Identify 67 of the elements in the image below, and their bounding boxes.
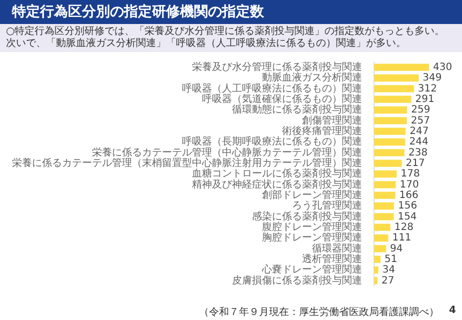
data-label: 111: [392, 232, 412, 244]
bar: [374, 224, 390, 231]
bar: [374, 85, 414, 92]
y-tick-label: 栄養に係るカテーテル管理（末梢留置型中心静脈注射用カテーテル管理）関連: [12, 156, 362, 169]
y-tick-label: 呼吸器（長期呼吸療法に係るもの）関連: [182, 136, 362, 148]
bar: [374, 138, 406, 146]
bar: [374, 96, 412, 103]
data-label: 154: [398, 211, 417, 222]
data-label: 166: [399, 190, 418, 201]
text: 特定行為区分別の指定研修機関の指定数: [0, 0, 462, 24]
data-label: 217: [406, 158, 425, 169]
bar: [374, 170, 397, 178]
y-tick-label: 術後疼痛管理関連: [282, 124, 362, 137]
bar: [374, 128, 406, 135]
y-tick-label: 循環器関連: [312, 242, 362, 254]
y-tick-label: 創傷管理関連: [302, 114, 362, 126]
data-label: 51: [384, 254, 398, 265]
bar: [374, 202, 394, 210]
data-label: 244: [409, 136, 428, 148]
y-tick-label: ろう孔管理関連: [292, 200, 362, 212]
bar: [374, 64, 430, 71]
bar: [374, 181, 396, 188]
y-tick-label: 呼吸器（気道確保に係るもの）関連: [202, 92, 362, 105]
y-tick-label: 腹腔ドレーン管理関連: [262, 220, 362, 233]
bar: [374, 160, 402, 167]
data-label: 94: [390, 243, 403, 254]
data-label: 291: [415, 94, 434, 105]
y-tick-label: 循環動態に係る薬剤投与関連: [232, 104, 362, 116]
bar: [374, 149, 404, 156]
bar: [374, 256, 381, 263]
data-label: 34: [382, 264, 396, 276]
data-label: 178: [400, 168, 420, 180]
text: （令和７年９月現在：厚生労働省医政局看護課調べ）: [199, 306, 440, 319]
data-label: 27: [381, 275, 394, 286]
bar: [374, 117, 407, 124]
y-tick-label: 栄養に係るカテーテル管理（中心静脈カテーテル管理）関連: [92, 146, 362, 158]
bar: [374, 106, 408, 114]
y-tick-label: 胸腔ドレーン管理関連: [262, 232, 362, 244]
y-tick-label: 血糖コントロールに係る薬剤投与関連: [192, 168, 362, 180]
bar: [374, 192, 396, 199]
data-label: 156: [398, 200, 418, 212]
bar: [374, 245, 386, 252]
bar: [374, 234, 388, 242]
data-label: 349: [422, 72, 442, 84]
data-label: 128: [394, 222, 414, 233]
y-tick-label: 皮膚損傷に係る薬剤投与関連: [232, 274, 362, 286]
text: 4: [449, 305, 456, 318]
y-tick-label: 動脈血液ガス分析関連: [262, 72, 362, 84]
y-tick-label: 創部ドレーン管理関連: [262, 188, 362, 201]
data-label: 238: [408, 147, 428, 158]
bar: [374, 74, 419, 82]
data-label: 247: [410, 126, 429, 137]
data-label: 170: [400, 179, 419, 190]
text: ○特定行為区分別研修では、「栄養及び水分管理に係る薬剤投与関連」の指定数がもっとも多い。次いで、「動脈血液ガス分析関連」「呼吸器（人工呼吸療法に係るもの）関連」が多い。: [0, 24, 462, 52]
data-label: 430: [433, 62, 452, 73]
bar: [374, 266, 378, 274]
bar: [374, 213, 394, 220]
y-tick-label: 呼吸器（人工呼吸療法に係るもの）関連: [182, 82, 362, 94]
data-label: 257: [410, 115, 430, 126]
data-label: 312: [418, 83, 438, 94]
bar: [374, 277, 378, 284]
data-label: 259: [411, 104, 430, 116]
y-tick-label: 心嚢ドレーン管理関連: [261, 264, 362, 276]
y-tick-label: 精神及び神経症状に係る薬剤投与関連: [192, 178, 362, 190]
y-tick-label: 栄養及び水分管理に係る薬剤投与関連: [192, 60, 362, 73]
y-tick-label: 感染に係る薬剤投与関連: [252, 210, 362, 222]
y-tick-label: 透析管理関連: [302, 252, 362, 265]
